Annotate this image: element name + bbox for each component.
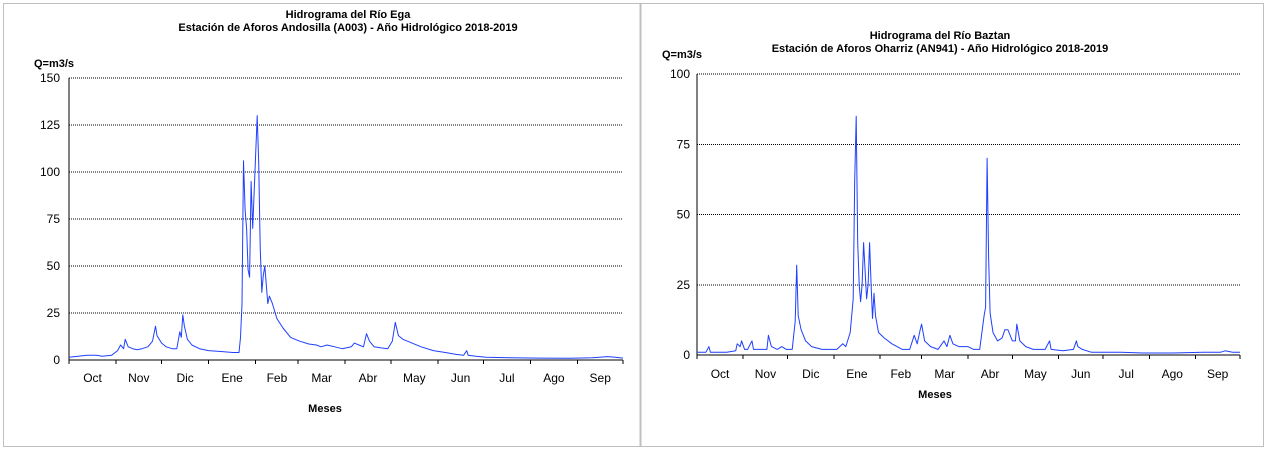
y-tick-label: 75	[677, 137, 691, 151]
outer-border	[3, 3, 1264, 447]
x-tick-label: Dic	[802, 367, 819, 381]
y-tick-label: 50	[677, 208, 691, 222]
x-axis-label: Meses	[918, 389, 952, 401]
y-tick-label: 50	[47, 259, 61, 273]
x-tick-label: Abr	[981, 367, 1000, 381]
x-tick-label: Jul	[1119, 367, 1134, 381]
x-tick-label: Dic	[176, 371, 193, 385]
x-axis-label: Meses	[308, 403, 342, 415]
y-tick-label: 0	[683, 348, 690, 362]
x-tick-label: Mar	[934, 367, 955, 381]
x-tick-label: Mar	[311, 371, 332, 385]
chart-title: Hidrograma del Río Baztan	[870, 30, 1011, 42]
y-tick-label: 150	[40, 71, 60, 85]
x-tick-label: Sep	[590, 371, 612, 385]
x-tick-label: Jul	[499, 371, 514, 385]
x-tick-label: Ago	[543, 371, 565, 385]
x-tick-label: Feb	[267, 371, 288, 385]
y-tick-label: 100	[40, 165, 60, 179]
discharge-series-line	[697, 115, 1240, 354]
x-tick-label: Sep	[1207, 367, 1229, 381]
y-tick-label: 0	[53, 353, 60, 367]
x-tick-label: Jun	[451, 371, 470, 385]
x-tick-label: Ago	[1162, 367, 1184, 381]
x-tick-label: May	[403, 371, 426, 385]
chart-rio-baztan: Hidrograma del Río Baztan Estación de Af…	[662, 30, 1241, 401]
x-tick-label: May	[1024, 367, 1047, 381]
y-unit-label: Q=m3/s	[662, 49, 702, 61]
y-tick-label: 25	[47, 306, 61, 320]
x-tick-label: Ene	[846, 367, 868, 381]
x-tick-label: Nov	[755, 367, 776, 381]
y-tick-label: 125	[40, 118, 60, 132]
chart-subtitle: Estación de Aforos Andosilla (A003) - Añ…	[178, 22, 517, 34]
y-tick-label: 100	[670, 67, 690, 81]
chart-rio-ega: Hidrograma del Río Ega Estación de Aforo…	[34, 9, 624, 415]
x-tick-label: Oct	[711, 367, 730, 381]
x-tick-label: Feb	[890, 367, 911, 381]
y-unit-label: Q=m3/s	[34, 58, 74, 70]
x-tick-label: Abr	[359, 371, 378, 385]
x-tick-label: Nov	[128, 371, 149, 385]
x-tick-label: Jun	[1071, 367, 1090, 381]
chart-title: Hidrograma del Río Ega	[286, 9, 412, 21]
discharge-series-line	[68, 115, 624, 359]
y-tick-label: 75	[47, 212, 61, 226]
x-tick-label: Ene	[221, 371, 243, 385]
y-tick-label: 25	[677, 278, 691, 292]
chart-subtitle: Estación de Aforos Oharriz (AN941) - Año…	[772, 43, 1109, 55]
x-tick-label: Oct	[83, 371, 102, 385]
